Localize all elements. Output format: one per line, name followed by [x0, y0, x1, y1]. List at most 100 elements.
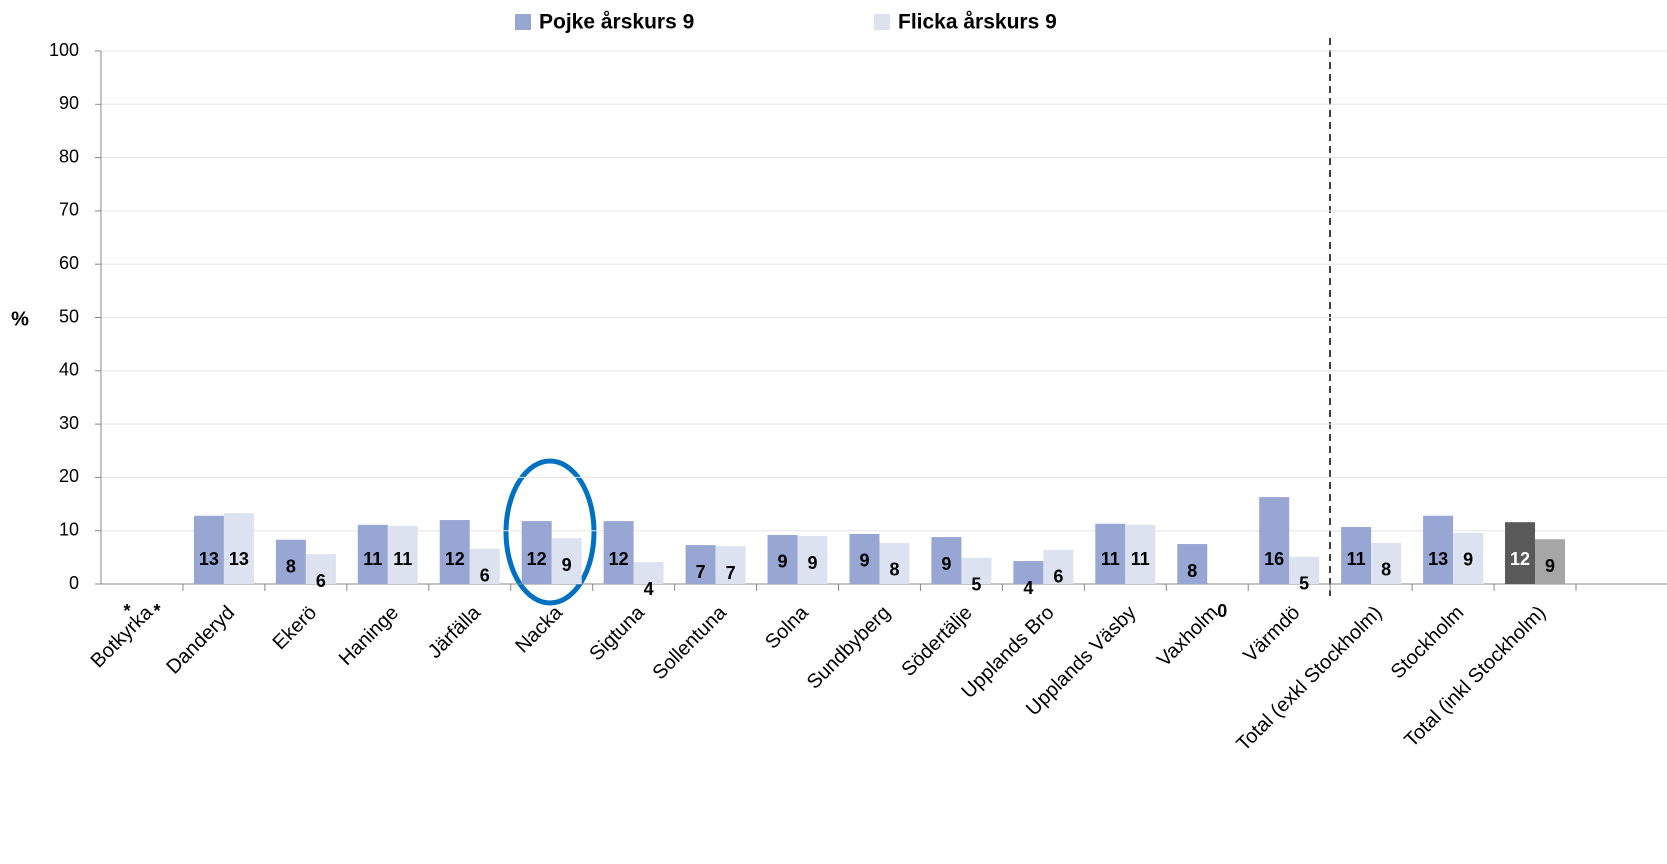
value-label: 12 — [609, 549, 629, 569]
value-label: 9 — [859, 551, 869, 571]
value-label: 8 — [1187, 561, 1197, 581]
bar — [797, 536, 828, 584]
y-tick-label: 50 — [59, 306, 79, 326]
x-tick-label: Sigtuna — [585, 601, 649, 665]
value-label: 12 — [445, 549, 465, 569]
x-label-group: Vaxholm — [1153, 602, 1223, 672]
bar — [305, 554, 336, 584]
value-label: 6 — [1053, 567, 1063, 587]
bar — [849, 533, 880, 584]
bar — [1505, 522, 1536, 584]
bar — [1535, 539, 1566, 584]
bar — [961, 557, 992, 584]
bar — [1371, 542, 1402, 584]
x-tick-label: Haninge — [335, 602, 403, 670]
bar — [223, 513, 254, 584]
y-tick-label: 60 — [59, 253, 79, 273]
bar — [1177, 544, 1208, 584]
bar — [685, 545, 716, 584]
value-label: 9 — [778, 552, 788, 572]
value-label: 16 — [1264, 549, 1284, 569]
bar — [1043, 549, 1074, 584]
value-label: 5 — [971, 575, 981, 595]
x-label-group: Sollentuna — [648, 601, 731, 684]
bar — [275, 539, 306, 584]
highlight-ellipse — [503, 458, 597, 606]
bar — [879, 542, 910, 584]
value-label: 11 — [393, 549, 412, 569]
x-label-group: Danderyd — [162, 602, 239, 679]
value-label: 4 — [1023, 578, 1033, 598]
bar — [357, 524, 388, 584]
x-label-group: Botkyrka — [87, 601, 158, 672]
bar — [469, 548, 500, 584]
x-tick-label: Sollentuna — [648, 601, 731, 684]
value-label: 9 — [1545, 556, 1555, 576]
x-label-group: Järfälla — [424, 601, 486, 663]
bar — [1341, 526, 1372, 584]
x-label-group: Södertälje — [897, 602, 976, 681]
y-tick-label: 10 — [59, 519, 79, 539]
value-label: 7 — [726, 563, 736, 583]
legend-swatch — [874, 14, 890, 30]
value-label: 9 — [1463, 550, 1473, 570]
y-tick-label: 40 — [59, 360, 79, 380]
value-label: 8 — [889, 560, 899, 580]
y-tick-label: 100 — [49, 40, 79, 60]
x-tick-label: Solna — [761, 601, 813, 653]
x-tick-label: Värmdö — [1239, 602, 1304, 667]
x-label-group: Värmdö — [1239, 602, 1304, 667]
bar — [521, 521, 552, 584]
x-label-group: Haninge — [335, 602, 403, 670]
value-label: 8 — [1381, 560, 1391, 580]
value-label: 5 — [1299, 574, 1309, 594]
y-axis-label: % — [11, 308, 29, 330]
value-label: 11 — [363, 549, 382, 569]
y-tick-label: 30 — [59, 413, 79, 433]
bar — [1423, 515, 1454, 584]
value-label: 8 — [286, 557, 296, 577]
value-label: 9 — [941, 554, 951, 574]
x-tick-label: Total (inkl Stockholm) — [1400, 602, 1550, 752]
bar — [1125, 524, 1156, 584]
bar — [1453, 532, 1484, 584]
bar — [439, 520, 470, 584]
x-label-group: Total (exkl Stockholm) — [1233, 602, 1387, 756]
x-tick-label: Ekerö — [269, 602, 322, 655]
bar — [715, 546, 746, 584]
value-label: 7 — [696, 562, 706, 582]
value-label: 13 — [199, 549, 219, 569]
bar — [193, 515, 224, 584]
x-label-group: Total (inkl Stockholm) — [1400, 602, 1550, 752]
x-label-group: Solna — [761, 601, 813, 653]
bar — [1013, 561, 1044, 584]
value-label: 9 — [562, 555, 572, 575]
bar — [767, 534, 798, 584]
x-label-group: Sigtuna — [585, 601, 649, 665]
bar — [1289, 556, 1320, 584]
value-label: 6 — [316, 571, 326, 591]
bar — [931, 537, 962, 584]
x-tick-label: Järfälla — [424, 601, 486, 663]
legend-label: Flicka årskurs 9 — [898, 11, 1057, 34]
x-tick-label: Vaxholm — [1153, 602, 1223, 672]
y-tick-label: 90 — [59, 93, 79, 113]
x-label-group: Ekerö — [269, 602, 322, 655]
value-label: 13 — [229, 549, 249, 569]
value-label: 12 — [527, 549, 547, 569]
value-label: 13 — [1428, 549, 1448, 569]
x-tick-label: Total (exkl Stockholm) — [1233, 602, 1387, 756]
bar — [1095, 523, 1126, 584]
value-label: * — [123, 601, 130, 621]
value-label: 0 — [1217, 601, 1227, 621]
bar — [1259, 497, 1290, 584]
legend-label: Pojke årskurs 9 — [539, 11, 694, 34]
x-tick-label: Stockholm — [1387, 602, 1469, 684]
legend-swatch — [515, 14, 531, 30]
value-label: 11 — [1347, 549, 1366, 569]
x-tick-label: Södertälje — [897, 602, 976, 681]
x-tick-label: Danderyd — [162, 602, 239, 679]
value-label: 6 — [480, 566, 490, 586]
x-tick-label: Botkyrka — [87, 601, 158, 672]
